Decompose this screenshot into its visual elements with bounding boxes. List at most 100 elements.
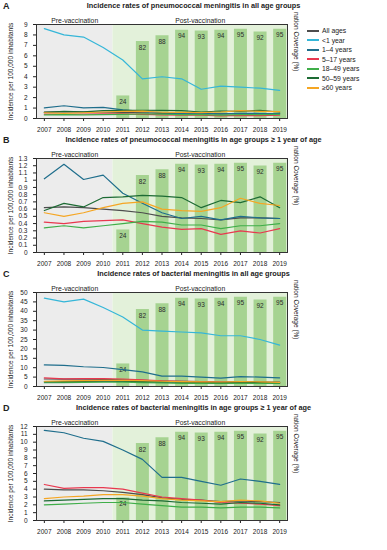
svg-text:2010: 2010 [96, 126, 111, 133]
svg-text:0: 0 [24, 517, 28, 524]
svg-text:0: 0 [24, 249, 28, 256]
svg-text:94: 94 [178, 32, 186, 39]
svg-text:20: 20 [20, 345, 28, 352]
svg-text:24: 24 [119, 232, 127, 239]
svg-text:2019: 2019 [272, 260, 287, 267]
svg-text:40: 40 [20, 307, 28, 314]
svg-text:1.1: 1.1 [18, 169, 27, 176]
svg-text:15: 15 [20, 354, 28, 361]
svg-text:50: 50 [20, 289, 28, 296]
svg-text:95: 95 [276, 299, 284, 306]
svg-text:Post-vaccination: Post-vaccination [175, 151, 225, 158]
svg-text:35: 35 [20, 317, 28, 324]
svg-text:3: 3 [24, 83, 28, 90]
svg-text:Pre-vaccination: Pre-vaccination [51, 17, 98, 24]
svg-text:11: 11 [21, 430, 28, 437]
svg-text:4: 4 [24, 73, 28, 80]
svg-text:0.3: 0.3 [18, 227, 27, 234]
svg-text:2016: 2016 [214, 528, 229, 535]
svg-text:2019: 2019 [272, 394, 287, 401]
svg-text:95: 95 [276, 433, 284, 440]
svg-text:95: 95 [276, 165, 284, 172]
svg-text:95: 95 [276, 31, 284, 38]
svg-text:2014: 2014 [174, 394, 189, 401]
svg-text:2012: 2012 [135, 126, 150, 133]
svg-text:6: 6 [24, 52, 28, 59]
svg-text:2014: 2014 [174, 528, 189, 535]
svg-text:82: 82 [139, 446, 147, 453]
svg-text:1.2: 1.2 [18, 162, 27, 169]
svg-text:5: 5 [24, 477, 28, 484]
svg-text:10: 10 [20, 364, 28, 371]
svg-text:Vaccination Coverage (%): Vaccination Coverage (%) [292, 414, 300, 474]
svg-text:1: 1 [24, 509, 28, 516]
svg-text:2009: 2009 [76, 394, 91, 401]
svg-text:2008: 2008 [57, 528, 72, 535]
svg-text:2007: 2007 [37, 394, 52, 401]
svg-text:5: 5 [24, 62, 28, 69]
svg-text:95: 95 [237, 299, 245, 306]
svg-text:Vaccination Coverage (%): Vaccination Coverage (%) [292, 280, 300, 340]
svg-text:8: 8 [24, 31, 28, 38]
svg-text:2: 2 [24, 94, 28, 101]
svg-text:2017: 2017 [233, 394, 248, 401]
svg-text:93: 93 [198, 33, 206, 40]
svg-text:94: 94 [178, 166, 186, 173]
svg-text:94: 94 [217, 166, 225, 173]
svg-text:2018: 2018 [253, 126, 268, 133]
svg-text:3: 3 [24, 493, 28, 500]
svg-text:2009: 2009 [76, 528, 91, 535]
svg-text:7: 7 [24, 41, 28, 48]
svg-text:0: 0 [24, 383, 28, 390]
svg-text:2013: 2013 [155, 528, 170, 535]
svg-text:82: 82 [139, 44, 147, 51]
svg-text:2007: 2007 [37, 528, 52, 535]
svg-text:94: 94 [217, 434, 225, 441]
svg-text:2015: 2015 [194, 394, 209, 401]
svg-text:2010: 2010 [96, 260, 111, 267]
svg-text:82: 82 [139, 312, 147, 319]
svg-text:10: 10 [20, 438, 28, 445]
svg-text:2017: 2017 [233, 260, 248, 267]
svg-text:Incidence per 100,000 inhabita: Incidence per 100,000 inhabitants [7, 22, 15, 120]
svg-text:0.6: 0.6 [18, 205, 27, 212]
svg-text:2015: 2015 [194, 260, 209, 267]
svg-text:2015: 2015 [194, 528, 209, 535]
svg-text:0: 0 [24, 115, 28, 122]
svg-text:8: 8 [24, 454, 28, 461]
svg-text:94: 94 [178, 300, 186, 307]
svg-text:2016: 2016 [214, 394, 229, 401]
svg-text:2007: 2007 [37, 126, 52, 133]
svg-text:94: 94 [178, 434, 186, 441]
svg-text:2013: 2013 [155, 126, 170, 133]
svg-text:92: 92 [256, 34, 264, 41]
svg-text:0.2: 0.2 [18, 234, 27, 241]
svg-text:24: 24 [119, 500, 127, 507]
svg-text:9: 9 [24, 21, 28, 28]
svg-text:2007: 2007 [37, 260, 52, 267]
svg-text:24: 24 [119, 98, 127, 105]
svg-text:88: 88 [158, 306, 166, 313]
svg-text:Pre-vaccination: Pre-vaccination [51, 151, 98, 158]
svg-text:Vaccination Coverage (%): Vaccination Coverage (%) [292, 146, 300, 206]
svg-text:9: 9 [24, 446, 28, 453]
svg-text:Post-vaccination: Post-vaccination [175, 419, 225, 426]
svg-text:4: 4 [24, 485, 28, 492]
svg-text:0.7: 0.7 [18, 198, 27, 205]
svg-text:2019: 2019 [272, 528, 287, 535]
svg-text:2019: 2019 [272, 126, 287, 133]
svg-text:94: 94 [217, 32, 225, 39]
svg-text:1.3: 1.3 [18, 155, 27, 162]
svg-text:6: 6 [24, 470, 28, 477]
svg-text:2017: 2017 [233, 528, 248, 535]
svg-text:94: 94 [217, 300, 225, 307]
svg-text:Incidence per 100,000 inhabita: Incidence per 100,000 inhabitants [7, 290, 15, 388]
svg-text:93: 93 [198, 435, 206, 442]
svg-text:92: 92 [256, 302, 264, 309]
svg-text:88: 88 [158, 172, 166, 179]
svg-text:2012: 2012 [135, 394, 150, 401]
svg-text:2018: 2018 [253, 528, 268, 535]
svg-text:0.8: 0.8 [18, 191, 27, 198]
svg-text:Post-vaccination: Post-vaccination [175, 17, 225, 24]
svg-text:0.1: 0.1 [18, 241, 27, 248]
